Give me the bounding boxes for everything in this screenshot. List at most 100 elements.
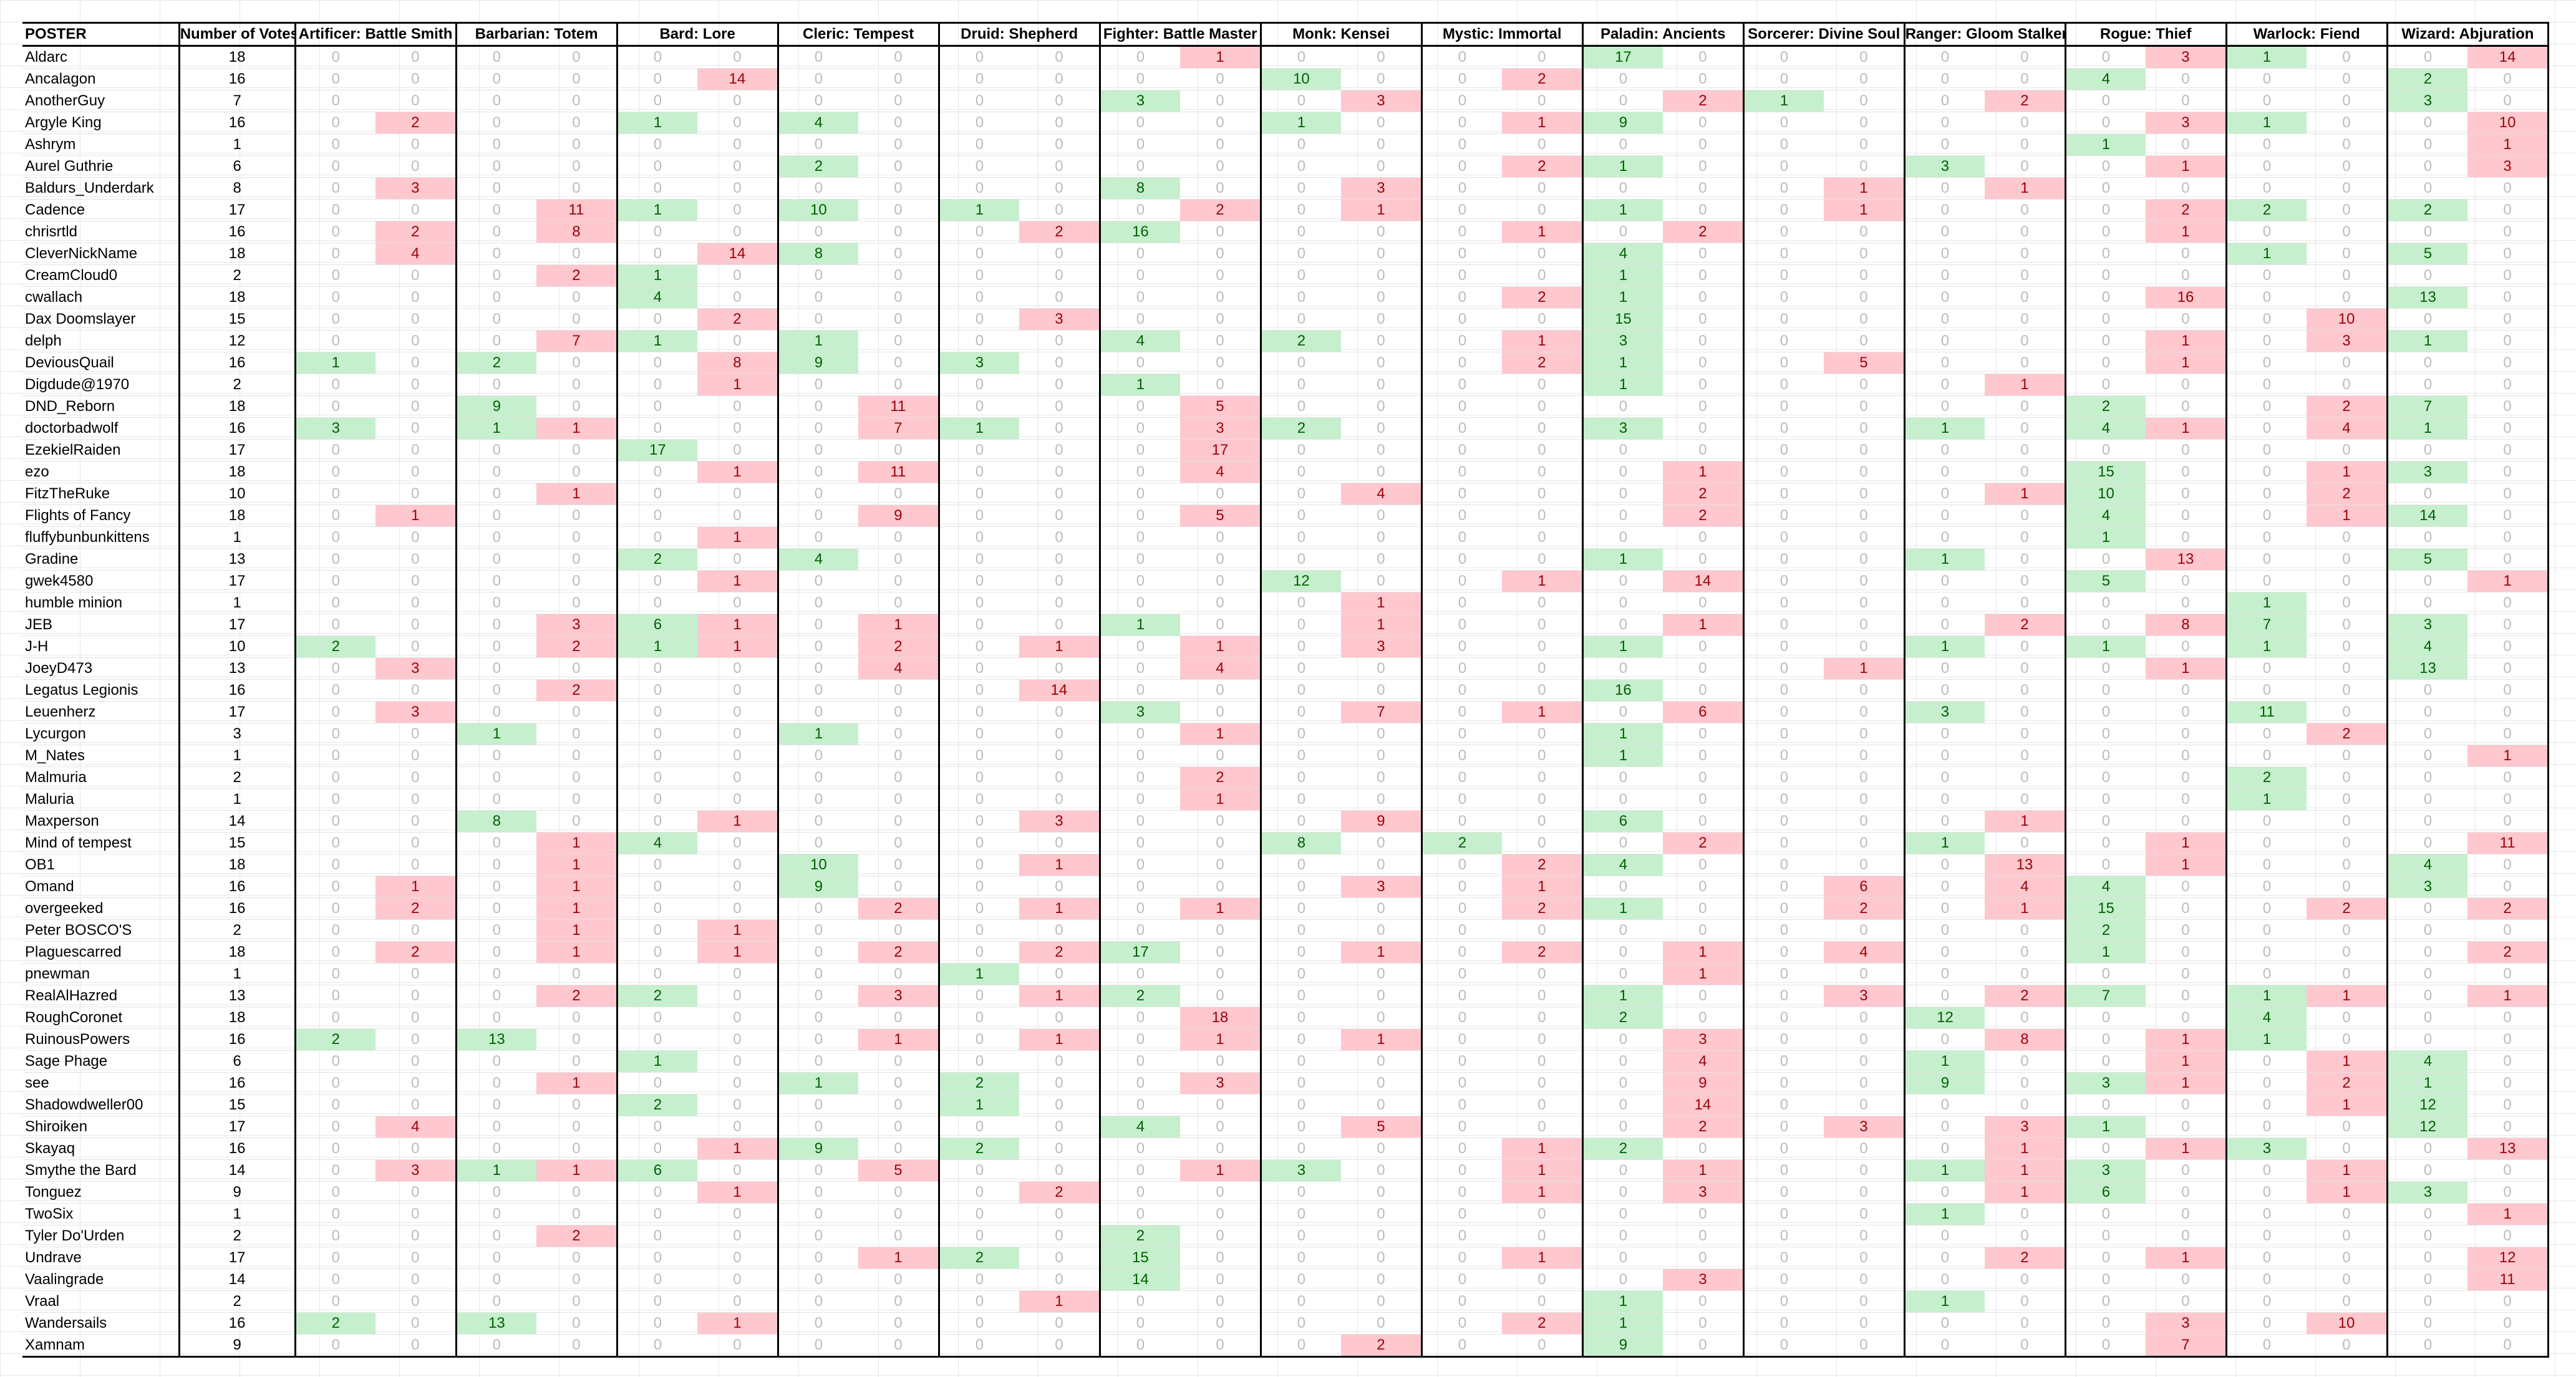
positive-vote-cell[interactable]: 0	[2225, 177, 2307, 200]
negative-vote-cell[interactable]: 0	[697, 46, 778, 69]
positive-vote-cell[interactable]: 1	[1903, 1159, 1985, 1182]
negative-vote-cell[interactable]: 0	[1824, 570, 1905, 592]
positive-vote-cell[interactable]: 0	[1259, 1225, 1342, 1247]
positive-vote-cell[interactable]: 0	[2386, 1028, 2468, 1051]
positive-vote-cell[interactable]: 1	[777, 330, 859, 352]
negative-vote-cell[interactable]: 0	[1019, 570, 1100, 592]
negative-vote-cell[interactable]: 4	[1180, 657, 1261, 680]
poster-cell[interactable]: Digdude@1970	[22, 374, 180, 396]
negative-vote-cell[interactable]: 3	[1180, 417, 1261, 440]
negative-vote-cell[interactable]: 0	[697, 1268, 778, 1291]
positive-vote-cell[interactable]: 0	[1742, 112, 1824, 134]
negative-vote-cell[interactable]: 0	[1341, 221, 1422, 243]
positive-vote-cell[interactable]: 0	[294, 46, 376, 69]
negative-vote-cell[interactable]: 0	[1502, 1094, 1583, 1116]
negative-vote-cell[interactable]: 0	[1824, 461, 1905, 483]
positive-vote-cell[interactable]: 0	[1420, 526, 1503, 549]
negative-vote-cell[interactable]: 0	[1502, 766, 1583, 789]
negative-vote-cell[interactable]: 0	[375, 308, 457, 331]
negative-vote-cell[interactable]: 2	[1502, 854, 1583, 876]
positive-vote-cell[interactable]: 1	[2225, 46, 2307, 69]
positive-vote-cell[interactable]: 0	[1420, 1028, 1503, 1051]
positive-vote-cell[interactable]: 0	[455, 374, 537, 396]
negative-vote-cell[interactable]: 1	[697, 1138, 778, 1160]
positive-vote-cell[interactable]: 1	[1098, 614, 1181, 636]
negative-vote-cell[interactable]: 0	[858, 876, 939, 898]
positive-vote-cell[interactable]: 0	[777, 46, 859, 69]
positive-vote-cell[interactable]: 0	[1903, 352, 1985, 374]
positive-vote-cell[interactable]: 0	[455, 745, 537, 767]
positive-vote-cell[interactable]: 0	[1903, 46, 1985, 69]
negative-vote-cell[interactable]: 1	[697, 570, 778, 592]
negative-vote-cell[interactable]: 0	[375, 68, 457, 90]
positive-vote-cell[interactable]: 0	[294, 395, 376, 418]
positive-vote-cell[interactable]: 0	[1259, 614, 1342, 636]
negative-vote-cell[interactable]: 1	[1985, 177, 2066, 200]
negative-vote-cell[interactable]: 0	[1663, 155, 1744, 178]
positive-vote-cell[interactable]: 0	[1742, 788, 1824, 811]
positive-vote-cell[interactable]: 0	[455, 1050, 537, 1073]
poster-cell[interactable]: Legatus Legionis	[22, 679, 180, 702]
positive-vote-cell[interactable]: 0	[777, 526, 859, 549]
positive-vote-cell[interactable]: 9	[777, 1138, 859, 1160]
negative-vote-cell[interactable]: 0	[1180, 614, 1261, 636]
negative-vote-cell[interactable]: 0	[375, 592, 457, 614]
negative-vote-cell[interactable]: 3	[2467, 155, 2550, 178]
negative-vote-cell[interactable]: 0	[1824, 745, 1905, 767]
positive-vote-cell[interactable]: 0	[1098, 1050, 1181, 1073]
negative-vote-cell[interactable]: 0	[375, 1268, 457, 1291]
positive-vote-cell[interactable]: 0	[1420, 876, 1503, 898]
positive-vote-cell[interactable]: 0	[1903, 133, 1985, 156]
negative-vote-cell[interactable]: 0	[2307, 374, 2388, 396]
positive-vote-cell[interactable]: 1	[616, 112, 698, 134]
negative-vote-cell[interactable]: 0	[1019, 745, 1100, 767]
positive-vote-cell[interactable]: 0	[1581, 701, 1663, 723]
negative-vote-cell[interactable]: 0	[858, 1334, 939, 1358]
positive-vote-cell[interactable]: 0	[2386, 766, 2468, 789]
positive-vote-cell[interactable]: 0	[294, 1050, 376, 1073]
positive-vote-cell[interactable]: 2	[937, 1072, 1020, 1094]
negative-vote-cell[interactable]: 1	[2307, 1159, 2388, 1182]
votes-cell[interactable]: 14	[178, 1159, 296, 1182]
positive-vote-cell[interactable]: 0	[1098, 570, 1181, 592]
votes-cell[interactable]: 18	[178, 461, 296, 483]
positive-vote-cell[interactable]: 2	[1098, 985, 1181, 1007]
positive-vote-cell[interactable]: 0	[2225, 1247, 2307, 1269]
positive-vote-cell[interactable]: 15	[1581, 308, 1663, 331]
negative-vote-cell[interactable]: 0	[375, 854, 457, 876]
negative-vote-cell[interactable]: 0	[1341, 264, 1422, 287]
negative-vote-cell[interactable]: 0	[1180, 155, 1261, 178]
positive-vote-cell[interactable]: 0	[1259, 199, 1342, 221]
positive-vote-cell[interactable]: 0	[294, 941, 376, 964]
positive-vote-cell[interactable]: 0	[1259, 286, 1342, 309]
positive-vote-cell[interactable]: 0	[1420, 417, 1503, 440]
negative-vote-cell[interactable]: 1	[2146, 832, 2227, 854]
positive-vote-cell[interactable]: 0	[1420, 1247, 1503, 1269]
positive-vote-cell[interactable]: 0	[1420, 483, 1503, 505]
positive-vote-cell[interactable]: 0	[1420, 635, 1503, 658]
positive-vote-cell[interactable]: 0	[937, 1312, 1020, 1335]
negative-vote-cell[interactable]: 0	[1824, 1312, 1905, 1335]
negative-vote-cell[interactable]: 0	[2307, 90, 2388, 112]
positive-vote-cell[interactable]: 0	[616, 46, 698, 69]
positive-vote-cell[interactable]: 0	[294, 745, 376, 767]
negative-vote-cell[interactable]: 3	[1019, 308, 1100, 331]
positive-vote-cell[interactable]: 0	[455, 177, 537, 200]
poster-cell[interactable]: fluffybunbunkittens	[22, 526, 180, 549]
positive-vote-cell[interactable]: 0	[937, 1028, 1020, 1051]
negative-vote-cell[interactable]: 0	[2467, 308, 2550, 331]
negative-vote-cell[interactable]: 8	[2146, 614, 2227, 636]
negative-vote-cell[interactable]: 0	[1019, 417, 1100, 440]
negative-vote-cell[interactable]: 0	[1502, 810, 1583, 833]
positive-vote-cell[interactable]: 4	[2064, 505, 2146, 527]
negative-vote-cell[interactable]: 0	[1985, 526, 2066, 549]
positive-vote-cell[interactable]: 0	[1903, 1181, 1985, 1204]
votes-cell[interactable]: 12	[178, 330, 296, 352]
negative-vote-cell[interactable]: 0	[858, 919, 939, 942]
positive-vote-cell[interactable]: 0	[937, 133, 1020, 156]
positive-vote-cell[interactable]: 0	[294, 243, 376, 265]
negative-vote-cell[interactable]: 0	[1180, 1247, 1261, 1269]
positive-vote-cell[interactable]: 0	[616, 417, 698, 440]
negative-vote-cell[interactable]: 0	[1663, 985, 1744, 1007]
positive-vote-cell[interactable]: 1	[1581, 264, 1663, 287]
